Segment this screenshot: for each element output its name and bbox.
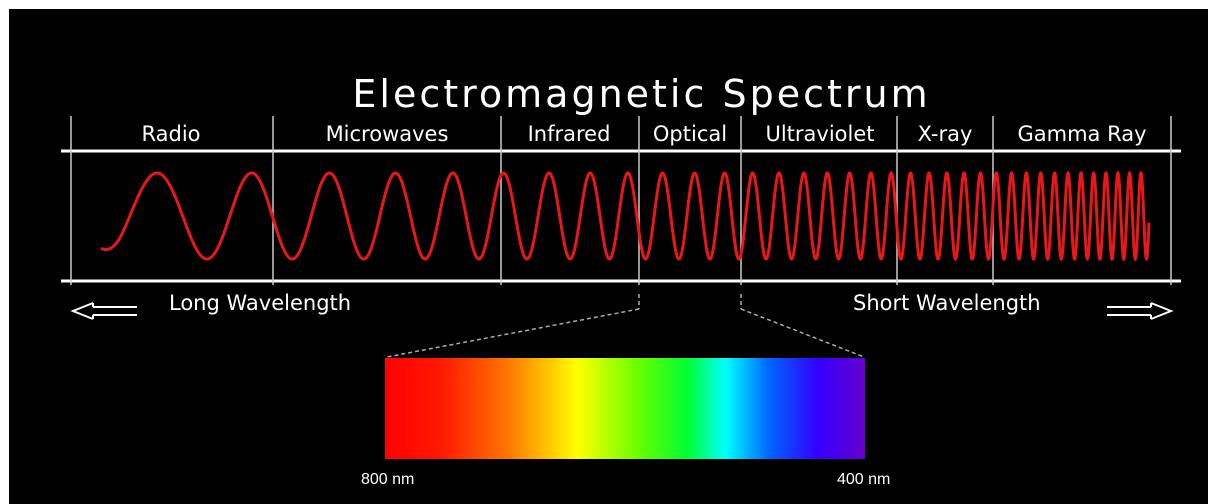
band-label-ultraviolet: Ultraviolet — [765, 122, 875, 146]
band-label-radio: Radio — [141, 122, 201, 146]
band-label-microwaves: Microwaves — [325, 122, 449, 146]
diagram-title: Electromagnetic Spectrum — [352, 72, 931, 116]
band-label-infrared: Infrared — [527, 122, 611, 146]
band-label-x-ray: X-ray — [917, 122, 973, 146]
diagram-canvas — [61, 116, 1181, 358]
spectrum-diagram: Electromagnetic Spectrum Radio Microwave… — [9, 9, 1208, 504]
zoom-line-left-diag — [386, 308, 640, 358]
band-label-optical: Optical — [652, 122, 728, 146]
short-wavelength-arrow-icon — [1107, 302, 1174, 320]
long-wavelength-label: Long Wavelength — [169, 291, 352, 315]
spectrum-end-label: 400 nm — [837, 471, 891, 488]
short-wavelength-label: Short Wavelength — [853, 291, 1041, 315]
wave-line — [100, 170, 1151, 262]
zoom-line-right-diag — [740, 308, 865, 358]
spectrum-start-label: 800 nm — [361, 471, 415, 488]
visible-spectrum-gradient — [385, 358, 865, 459]
band-label-gamma-ray: Gamma Ray — [1017, 122, 1147, 146]
long-wavelength-arrow-icon — [70, 302, 137, 320]
